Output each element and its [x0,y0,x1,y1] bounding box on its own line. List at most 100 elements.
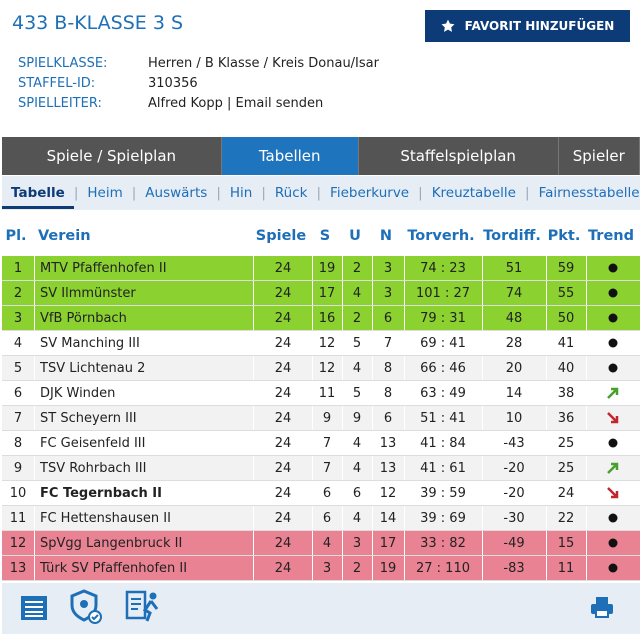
trend-same [608,538,618,548]
table-cell: -49 [482,531,547,555]
column-header: N [379,228,393,244]
table-cell: 17 [372,531,405,555]
table-cell: 4 [342,431,373,455]
trend-up [607,462,619,474]
toolbar [2,583,640,634]
column-header: Tordiff. [483,228,541,244]
table-cell: 2 [342,556,373,580]
table-cell: 17 [312,281,343,305]
column-header: Torverh. [407,228,475,244]
table-cell: 25 [546,456,587,480]
table-cell: 6 [372,406,405,430]
table-cell: 13 [2,556,35,580]
subtab[interactable]: Rück [274,185,308,201]
table-cell: 6 [372,306,405,330]
column-header: S [319,228,331,244]
table-cell: 63 : 49 [404,381,483,405]
table-row: 2 SV Ilmmünster 24 17 4 3 101 : 27 74 55 [2,281,640,306]
table-cell: 24 [254,556,313,580]
subtab[interactable]: Fairnesstabelle [538,185,640,201]
tab[interactable]: Staffelspielplan [359,137,559,175]
print-icon[interactable] [590,595,614,619]
trend-same [608,288,618,298]
table-cell: 10 [2,481,35,505]
table-row: 13 Türk SV Pfaffenhofen II 24 3 2 19 27 : 110-… [2,556,640,581]
trend-same [608,263,618,273]
table-cell: 4 [2,331,35,355]
trend-cell [586,381,640,405]
favorite-button[interactable]: FAVORIT HINZUFÜGEN [425,10,630,42]
column-header: Pl. [5,228,27,244]
trend-same [608,363,618,373]
table-cell: 12 [312,356,343,380]
table-cell: 38 [546,381,587,405]
info-value: 310356 [148,76,198,91]
tab[interactable]: Tabellen [221,137,359,175]
table-cell: 16 [312,306,343,330]
table-cell: 33 : 82 [404,531,483,555]
table-cell: 40 [546,356,587,380]
shield-icon[interactable] [68,589,104,625]
email-link[interactable]: Email senden [235,96,324,111]
table-cell: 10 [482,406,547,430]
subtab[interactable]: Fieberkurve [330,185,410,201]
table-cell: 7 [312,456,343,480]
table-cell: 101 : 27 [404,281,483,305]
trend-cell [586,256,640,280]
table-cell: 2 [342,256,373,280]
table-cell: 51 : 41 [404,406,483,430]
tab[interactable]: Spieler [559,137,640,175]
table-cell: 1 [2,256,35,280]
table-cell: 3 [312,556,343,580]
table-cell: 48 [482,306,547,330]
table-row: 6 DJK Winden 24 11 5 8 63 : 49 14 38 [2,381,640,406]
table-row: 1 MTV Pfaffenhofen II 24 19 2 3 74 : 23 51 59 [2,256,640,281]
table-cell: 6 [342,481,373,505]
trend-cell [586,506,640,530]
table-cell: 20 [482,356,547,380]
table-cell: 8 [2,431,35,455]
info-value: Alfred Kopp | Email senden [148,96,324,111]
table-header: Pl. Verein Spiele S U N Torverh. Tordiff. Pkt. Tr… [0,222,640,250]
subtab[interactable]: Auswärts [145,185,208,201]
table-cell: 11 [546,556,587,580]
table-cell: 6 [312,481,343,505]
table-cell: Türk SV Pfaffenhofen II [34,556,254,580]
table-icon[interactable] [20,595,48,621]
table-cell: 7 [372,331,405,355]
subtab[interactable]: Kreuztabelle [431,185,516,201]
trend-cell [586,306,640,330]
table-cell: 2 [2,281,35,305]
table-cell: 55 [546,281,587,305]
table-cell: 19 [372,556,405,580]
table-cell: 7 [312,431,343,455]
trend-down [607,412,619,424]
table-cell: 15 [546,531,587,555]
table-cell: -43 [482,431,547,455]
table-cell: 3 [372,281,405,305]
info-label: SPIELKLASSE: [18,56,108,71]
table-row: 12 SpVgg Langenbruck II 24 4 3 17 33 : 82 -49 15 [2,531,640,556]
table-row: 7 ST Scheyern III 24 9 9 6 51 : 41 10 36 [2,406,640,431]
trend-same [608,438,618,448]
trend-same [608,313,618,323]
table-row: 10 FC Tegernbach II 24 6 6 12 39 : 59 -20 24 [2,481,640,506]
tab[interactable]: Spiele / Spielplan [2,137,222,175]
table-cell: 79 : 31 [404,306,483,330]
trend-cell [586,431,640,455]
table-cell: 27 : 110 [404,556,483,580]
table-cell: 8 [372,381,405,405]
table-cell: 41 : 84 [404,431,483,455]
table-cell: 24 [254,281,313,305]
table-cell: 24 [254,531,313,555]
table-cell: 36 [546,406,587,430]
player-icon[interactable] [124,589,162,625]
subtab[interactable]: Hin [229,185,253,201]
table-cell: 24 [254,456,313,480]
subtab[interactable]: Tabelle [2,185,74,209]
column-header: Pkt. [547,228,581,244]
table-cell: 3 [342,531,373,555]
table-cell: 24 [254,506,313,530]
subtab[interactable]: Heim [87,185,123,201]
table-cell: 69 : 41 [404,331,483,355]
